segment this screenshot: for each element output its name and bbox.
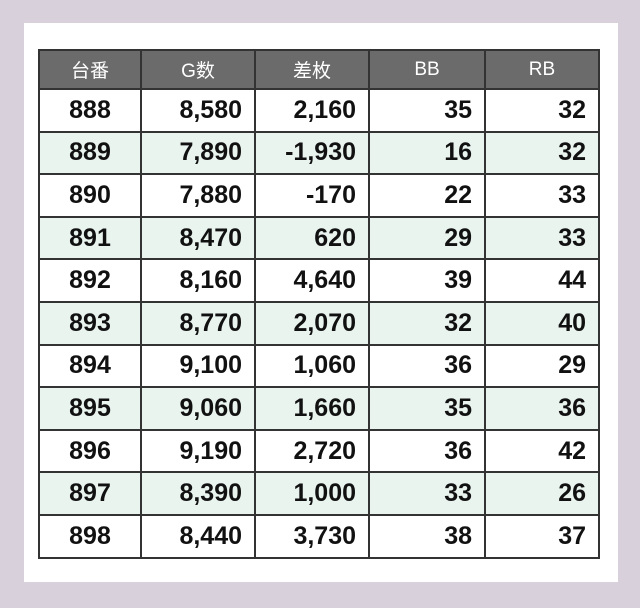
cell-rb-count: 42	[484, 428, 600, 474]
cell-game-count: 9,100	[140, 343, 256, 389]
table-row: 894 9,100 1,060 36 29	[38, 343, 600, 389]
cell-bb-count: 39	[368, 258, 486, 303]
cell-machine-number: 893	[38, 300, 142, 346]
cell-machine-number: 889	[38, 130, 142, 176]
cell-bb-count: 33	[368, 471, 486, 516]
cell-rb-count: 32	[484, 88, 600, 133]
cell-rb-count: 32	[484, 130, 600, 176]
cell-machine-number: 896	[38, 428, 142, 474]
cell-coin-difference: -1,930	[254, 130, 370, 176]
data-table: 台番 G数 差枚 BB RB 888 8,580 2,160 35 32 889 7,890 -1,9…	[38, 49, 600, 559]
table-row: 890 7,880 -170 22 33	[38, 173, 600, 218]
cell-machine-number: 895	[38, 386, 142, 431]
cell-bb-count: 36	[368, 343, 486, 389]
cell-coin-difference: 620	[254, 215, 370, 261]
cell-bb-count: 29	[368, 215, 486, 261]
table-row: 889 7,890 -1,930 16 32	[38, 130, 600, 176]
cell-machine-number: 888	[38, 88, 142, 133]
cell-game-count: 8,770	[140, 300, 256, 346]
cell-game-count: 7,890	[140, 130, 256, 176]
cell-bb-count: 32	[368, 300, 486, 346]
table-row: 897 8,390 1,000 33 26	[38, 471, 600, 516]
cell-coin-difference: 1,060	[254, 343, 370, 389]
cell-game-count: 8,160	[140, 258, 256, 303]
cell-rb-count: 29	[484, 343, 600, 389]
cell-coin-difference: 3,730	[254, 513, 370, 559]
cell-coin-difference: -170	[254, 173, 370, 218]
cell-bb-count: 35	[368, 88, 486, 133]
cell-game-count: 9,060	[140, 386, 256, 431]
cell-coin-difference: 1,660	[254, 386, 370, 431]
cell-machine-number: 898	[38, 513, 142, 559]
cell-bb-count: 16	[368, 130, 486, 176]
cell-coin-difference: 1,000	[254, 471, 370, 516]
column-header-machine-number: 台番	[38, 49, 142, 90]
cell-game-count: 8,470	[140, 215, 256, 261]
cell-rb-count: 33	[484, 173, 600, 218]
cell-game-count: 9,190	[140, 428, 256, 474]
table-row: 893 8,770 2,070 32 40	[38, 300, 600, 346]
cell-machine-number: 891	[38, 215, 142, 261]
cell-rb-count: 37	[484, 513, 600, 559]
table-row: 891 8,470 620 29 33	[38, 215, 600, 261]
cell-machine-number: 894	[38, 343, 142, 389]
cell-bb-count: 22	[368, 173, 486, 218]
cell-coin-difference: 2,070	[254, 300, 370, 346]
cell-rb-count: 40	[484, 300, 600, 346]
cell-coin-difference: 4,640	[254, 258, 370, 303]
cell-game-count: 7,880	[140, 173, 256, 218]
cell-bb-count: 35	[368, 386, 486, 431]
table-row: 892 8,160 4,640 39 44	[38, 258, 600, 303]
cell-rb-count: 44	[484, 258, 600, 303]
table-row: 888 8,580 2,160 35 32	[38, 88, 600, 133]
table-row: 898 8,440 3,730 38 37	[38, 513, 600, 559]
cell-game-count: 8,440	[140, 513, 256, 559]
cell-game-count: 8,580	[140, 88, 256, 133]
table-row: 895 9,060 1,660 35 36	[38, 386, 600, 431]
column-header-game-count: G数	[140, 49, 256, 90]
header-row: 台番 G数 差枚 BB RB	[38, 49, 600, 90]
cell-machine-number: 890	[38, 173, 142, 218]
cell-rb-count: 36	[484, 386, 600, 431]
cell-bb-count: 38	[368, 513, 486, 559]
cell-bb-count: 36	[368, 428, 486, 474]
column-header-coin-difference: 差枚	[254, 49, 370, 90]
column-header-rb-count: RB	[484, 49, 600, 90]
cell-machine-number: 892	[38, 258, 142, 303]
cell-rb-count: 33	[484, 215, 600, 261]
cell-rb-count: 26	[484, 471, 600, 516]
cell-coin-difference: 2,160	[254, 88, 370, 133]
cell-machine-number: 897	[38, 471, 142, 516]
table-row: 896 9,190 2,720 36 42	[38, 428, 600, 474]
cell-coin-difference: 2,720	[254, 428, 370, 474]
column-header-bb-count: BB	[368, 49, 486, 90]
cell-game-count: 8,390	[140, 471, 256, 516]
